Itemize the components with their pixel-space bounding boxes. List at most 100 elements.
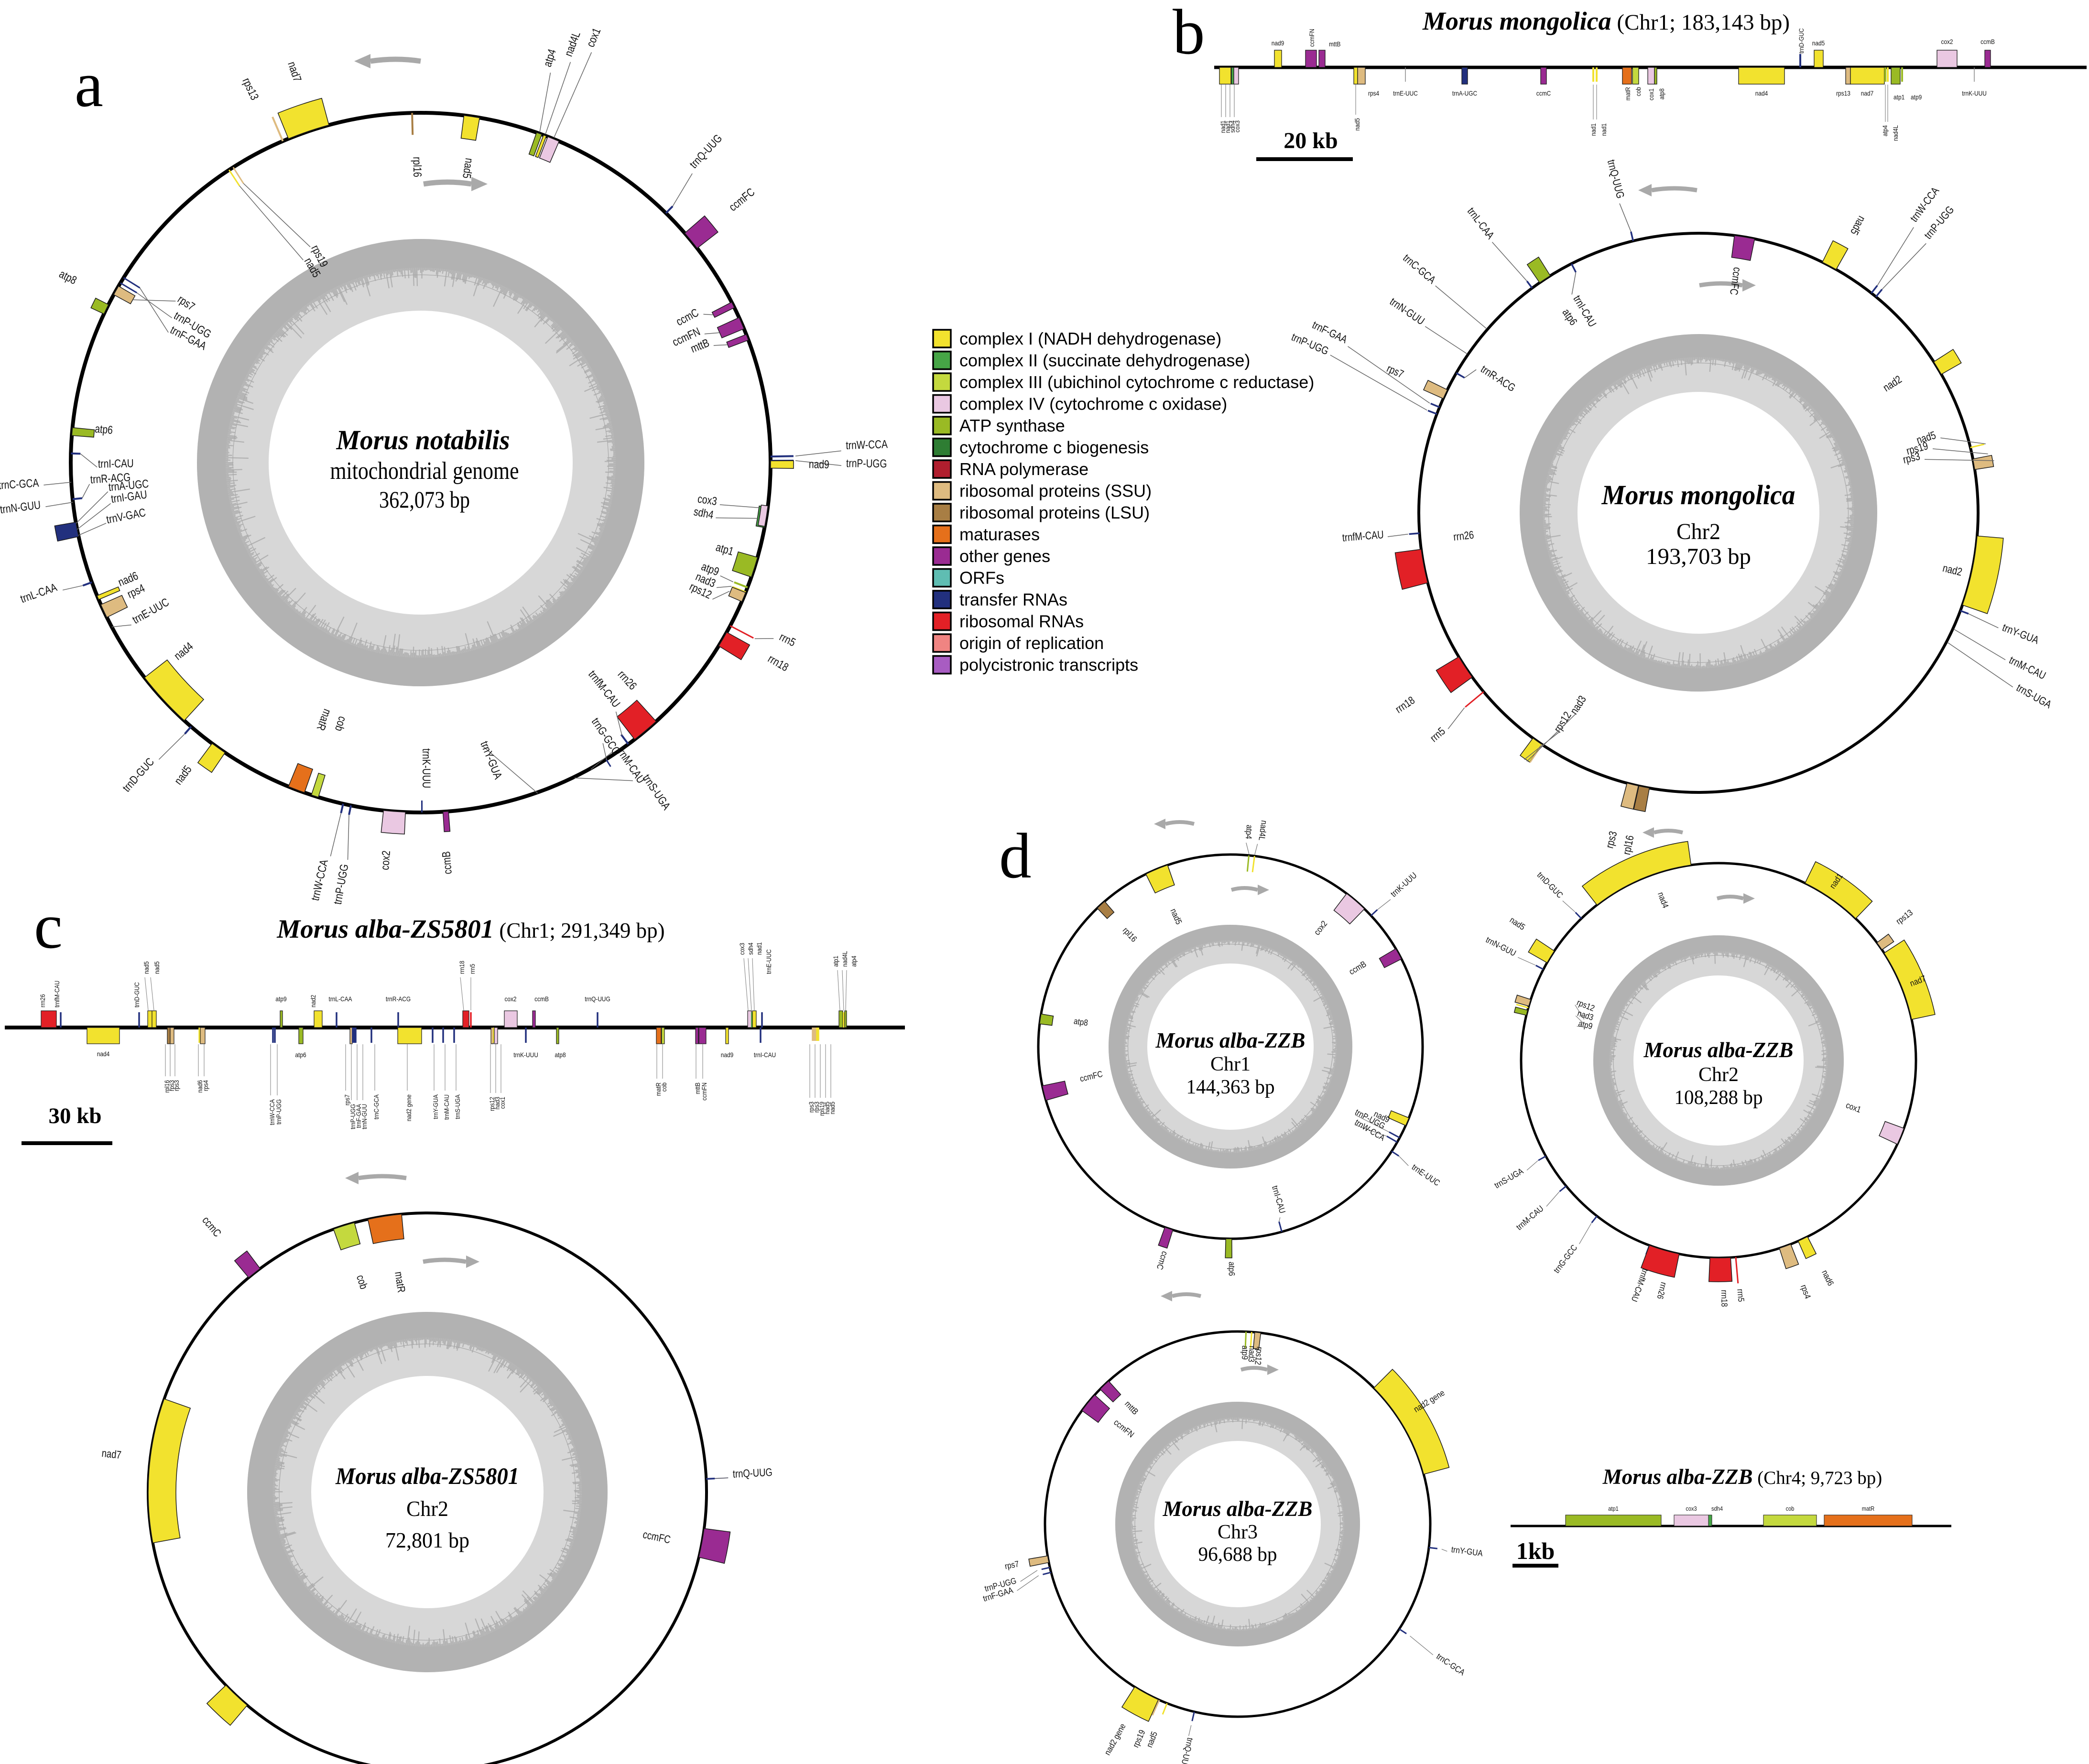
svg-text:Morus alba-ZS5801: Morus alba-ZS5801 <box>335 1462 519 1489</box>
svg-text:rps4: rps4 <box>202 1080 209 1091</box>
svg-text:rps13: rps13 <box>1836 89 1850 97</box>
svg-text:nad5: nad5 <box>460 157 476 179</box>
svg-text:atp6: atp6 <box>1227 1262 1237 1276</box>
svg-text:cox2: cox2 <box>1941 38 1953 45</box>
svg-text:trnK-UUU: trnK-UUU <box>513 1051 538 1059</box>
svg-text:trnI-CAU: trnI-CAU <box>98 457 134 470</box>
svg-text:atp8: atp8 <box>1073 1016 1088 1028</box>
svg-text:rrn18: rrn18 <box>1719 1290 1729 1307</box>
svg-text:complex II (succinate dehydrog: complex II (succinate dehydrogenase) <box>959 351 1250 370</box>
svg-text:ccmB: ccmB <box>534 995 549 1003</box>
svg-text:complex I (NADH dehydrogenase): complex I (NADH dehydrogenase) <box>959 329 1221 348</box>
svg-text:Chr2: Chr2 <box>1698 1064 1739 1086</box>
svg-text:Chr2: Chr2 <box>406 1496 448 1521</box>
svg-text:nad6: nad6 <box>196 1080 204 1093</box>
svg-text:rps12: rps12 <box>488 1097 496 1111</box>
svg-text:complex IV (cytochrome c oxida: complex IV (cytochrome c oxidase) <box>959 394 1227 414</box>
svg-text:trnE-UUC: trnE-UUC <box>765 949 772 974</box>
svg-text:transfer RNAs: transfer RNAs <box>959 590 1067 609</box>
svg-text:Chr2: Chr2 <box>1676 519 1720 544</box>
svg-text:nad5: nad5 <box>1812 39 1825 47</box>
svg-text:atp6: atp6 <box>94 422 113 437</box>
svg-text:other genes: other genes <box>959 546 1050 566</box>
svg-text:20 kb: 20 kb <box>1284 128 1338 153</box>
svg-text:cox2: cox2 <box>504 995 516 1003</box>
svg-text:cox1: cox1 <box>499 1097 506 1109</box>
svg-text:nad4L: nad4L <box>841 951 849 967</box>
svg-text:trnC-GCA: trnC-GCA <box>0 476 39 492</box>
svg-text:rrn26: rrn26 <box>1453 529 1475 543</box>
svg-text:rrn26: rrn26 <box>39 994 46 1007</box>
svg-text:nad1: nad1 <box>755 942 763 955</box>
svg-text:trnF-GAA: trnF-GAA <box>355 1104 362 1128</box>
svg-text:atp9: atp9 <box>275 995 286 1003</box>
svg-text:nad4: nad4 <box>97 1050 110 1058</box>
svg-text:trnS-UGA: trnS-UGA <box>454 1094 461 1119</box>
svg-text:1kb: 1kb <box>1516 1537 1555 1564</box>
svg-text:nad5: nad5 <box>1353 118 1361 131</box>
svg-text:atp4: atp4 <box>850 956 858 967</box>
svg-text:trnY-GUA: trnY-GUA <box>432 1094 439 1119</box>
svg-text:cox3: cox3 <box>738 943 746 955</box>
svg-text:trnN-GUU: trnN-GUU <box>360 1104 368 1129</box>
svg-text:Chr1: Chr1 <box>1210 1053 1251 1075</box>
svg-text:atp9: atp9 <box>1911 93 1922 101</box>
svg-text:rps4: rps4 <box>1368 89 1379 97</box>
svg-text:nad2 gene: nad2 gene <box>405 1094 413 1121</box>
svg-text:atp1: atp1 <box>832 956 839 967</box>
svg-text:cob: cob <box>1634 87 1642 96</box>
svg-text:maturases: maturases <box>959 525 1040 544</box>
svg-text:rps3: rps3 <box>168 1080 175 1091</box>
svg-text:trnA-UGC: trnA-UGC <box>1452 89 1477 97</box>
svg-text:nad1: nad1 <box>1600 123 1608 136</box>
svg-text:trnfM-CAU: trnfM-CAU <box>53 981 61 1007</box>
svg-text:rrn18: rrn18 <box>458 961 466 974</box>
svg-text:sdh4: sdh4 <box>1229 120 1236 133</box>
svg-text:sdh4: sdh4 <box>1711 1505 1723 1512</box>
svg-text:matR: matR <box>392 1271 408 1293</box>
svg-text:atp4: atp4 <box>1881 125 1889 136</box>
svg-text:Morus alba-ZZB: Morus alba-ZZB <box>1163 1496 1313 1521</box>
svg-text:atp8: atp8 <box>1658 88 1665 99</box>
svg-text:nad5: nad5 <box>823 1102 831 1115</box>
svg-text:108,288 bp: 108,288 bp <box>1675 1087 1763 1109</box>
svg-text:nad2: nad2 <box>309 995 317 1007</box>
svg-text:trnI-CAU: trnI-CAU <box>754 1051 776 1059</box>
svg-text:nad1: nad1 <box>1224 120 1231 133</box>
svg-text:nad5: nad5 <box>828 1102 836 1115</box>
svg-text:rrn5: rrn5 <box>468 964 476 974</box>
svg-text:trnQ-UUG: trnQ-UUG <box>732 1466 772 1480</box>
svg-text:atp4: atp4 <box>1244 824 1254 839</box>
svg-text:trnD-GUC: trnD-GUC <box>133 982 141 1007</box>
svg-text:30 kb: 30 kb <box>48 1104 101 1128</box>
svg-text:nad3: nad3 <box>493 1097 501 1110</box>
svg-text:matR: matR <box>654 1082 662 1096</box>
svg-text:d: d <box>999 821 1032 892</box>
svg-text:trnD-GUC: trnD-GUC <box>1797 28 1805 54</box>
svg-text:mitochondrial genome: mitochondrial genome <box>330 457 519 485</box>
svg-text:origin of replication: origin of replication <box>959 633 1104 653</box>
svg-text:nad9: nad9 <box>1272 39 1284 47</box>
svg-text:nad1: nad1 <box>1219 120 1227 133</box>
svg-text:trnR-ACG: trnR-ACG <box>90 471 131 486</box>
svg-text:Chr3: Chr3 <box>1218 1521 1258 1543</box>
svg-text:ccmC: ccmC <box>1536 89 1551 97</box>
svg-text:cox1: cox1 <box>1647 88 1655 100</box>
svg-text:trnQ-UUG: trnQ-UUG <box>585 995 610 1003</box>
svg-text:rps3: rps3 <box>813 1102 820 1113</box>
svg-text:cytochrome c biogenesis: cytochrome c biogenesis <box>959 438 1149 457</box>
svg-text:rps7: rps7 <box>343 1094 351 1105</box>
svg-text:cob: cob <box>1786 1505 1795 1512</box>
svg-text:trnP-UGG: trnP-UGG <box>275 1099 283 1125</box>
svg-text:nad4: nad4 <box>1755 89 1768 97</box>
svg-text:96,688 bp: 96,688 bp <box>1198 1544 1277 1566</box>
svg-text:193,703 bp: 193,703 bp <box>1646 544 1751 569</box>
svg-text:atp9: atp9 <box>1240 1345 1250 1360</box>
svg-text:Morus alba-ZZB: Morus alba-ZZB <box>1643 1038 1794 1062</box>
svg-text:atp1: atp1 <box>1608 1505 1619 1512</box>
svg-text:nad9: nad9 <box>809 458 829 471</box>
svg-text:Morus alba-ZZB (Chr4; 9,723 bp: Morus alba-ZZB (Chr4; 9,723 bp) <box>1602 1465 1882 1489</box>
svg-text:nad5: nad5 <box>153 961 161 974</box>
svg-text:c: c <box>34 891 63 962</box>
svg-text:trnE-UUC: trnE-UUC <box>1393 89 1418 97</box>
